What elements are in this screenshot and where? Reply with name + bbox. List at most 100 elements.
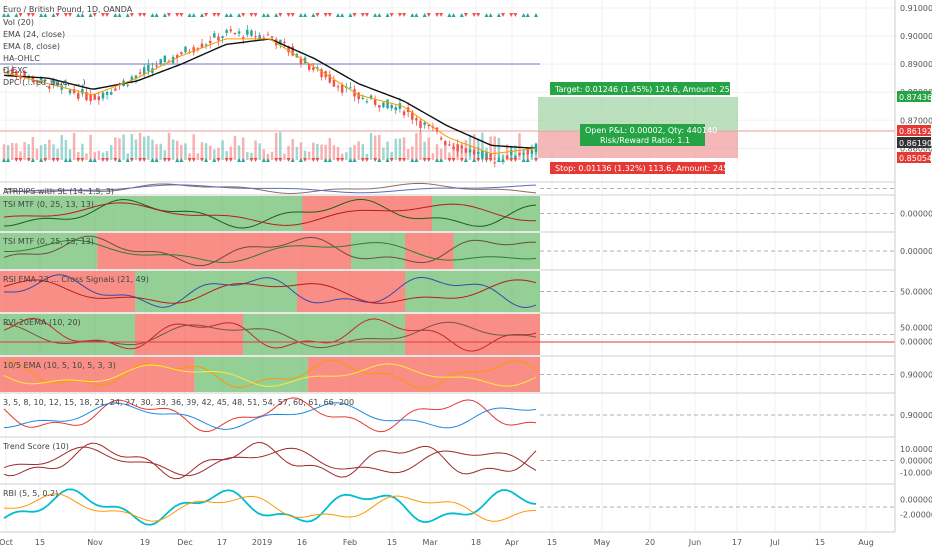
volume-bar xyxy=(316,143,319,160)
candle-body xyxy=(213,33,216,38)
candle-body xyxy=(419,120,422,128)
pane-zone xyxy=(0,271,135,312)
price-tag xyxy=(897,152,931,163)
volume-bar xyxy=(266,153,270,160)
arrow-up-icon xyxy=(88,13,93,17)
indicator-pane[interactable]: RSI EMA 23 ... Cross Signals (21, 49) xyxy=(0,269,895,312)
arrow-up-icon xyxy=(241,158,246,162)
candle-body xyxy=(307,64,311,70)
arrow-up-icon xyxy=(352,158,357,162)
time-axis[interactable]: Oct 15 Nov 19 Dec 17 2019 16 Feb 15 Mar 18 Apr 15 May 2… xyxy=(0,531,932,550)
price-tag-label: 0.86190 xyxy=(899,139,932,148)
indicator-pane[interactable]: 3, 5, 8, 10, 12, 15, 18, 21, 24, 27, 30,… xyxy=(0,392,895,433)
candle-body xyxy=(81,89,84,94)
time-tick-label: 17 xyxy=(732,538,742,547)
target-box[interactable] xyxy=(550,82,730,95)
candle-body xyxy=(394,107,398,111)
chart-title: Euro / British Pound, 1D, OANDA xyxy=(3,5,133,14)
arrow-up-icon xyxy=(117,158,122,162)
volume-bar xyxy=(114,137,117,160)
arrow-up-icon xyxy=(162,13,167,17)
indicator-pane[interactable]: 10/5 EMA (10, 5, 10, 5, 3, 3) xyxy=(0,355,895,392)
arrow-down-icon xyxy=(187,158,192,162)
price-axis[interactable]: 0.910000.900000.890000.880000.870000.860… xyxy=(894,0,932,532)
volume-bar xyxy=(291,139,294,160)
time-tick-label: Aug xyxy=(858,538,874,547)
candle-body xyxy=(373,99,377,105)
candle-body xyxy=(411,111,414,120)
indicator-pane[interactable]: TSI MTF (0, 25, 13, 13) xyxy=(0,194,895,231)
indicator-pane[interactable]: TSI MTF (0, 25, 13, 13) xyxy=(0,231,895,269)
candle-body xyxy=(386,99,389,109)
pane-zone xyxy=(118,196,303,231)
time-tick-label: 15 xyxy=(387,538,397,547)
arrow-down-icon xyxy=(513,158,518,162)
candle-body xyxy=(155,65,158,67)
indicator-ema8: EMA (8, close) xyxy=(3,42,60,51)
price-axis-bg xyxy=(895,0,932,532)
arrow-down-icon xyxy=(336,158,341,162)
arrow-down-icon xyxy=(315,13,320,17)
arrow-down-icon xyxy=(138,158,143,162)
volume-bar xyxy=(15,143,18,160)
candle-body xyxy=(233,33,237,35)
stop-box[interactable] xyxy=(550,162,725,174)
candle-body xyxy=(427,124,431,126)
indicator-pane[interactable]: ATRPIPS with SL (14, 1.5, 3) xyxy=(0,181,895,196)
pane-series-line xyxy=(3,239,537,263)
volume-bar xyxy=(332,145,336,160)
volume-bar xyxy=(419,132,422,160)
candle-body xyxy=(303,57,307,64)
arrow-down-icon xyxy=(463,13,468,17)
time-tick-label: Feb xyxy=(343,538,357,547)
candle-body xyxy=(349,87,352,89)
volume-bar xyxy=(97,150,101,160)
arrow-down-icon xyxy=(224,158,229,162)
arrow-down-icon xyxy=(113,158,118,162)
pane-series-line xyxy=(3,279,537,304)
arrow-down-icon xyxy=(439,13,444,17)
candle-body xyxy=(357,92,360,100)
arrow-down-icon xyxy=(166,158,171,162)
volume-bar xyxy=(151,139,154,160)
candle-body xyxy=(456,144,459,152)
pane-series-line xyxy=(3,493,537,522)
arrow-down-icon xyxy=(43,158,48,162)
arrow-up-icon xyxy=(340,13,345,17)
arrow-down-icon xyxy=(51,158,56,162)
arrow-down-icon xyxy=(191,158,196,162)
volume-bar xyxy=(52,144,55,160)
candle-body xyxy=(336,86,340,88)
price-tag xyxy=(897,137,931,148)
indicator-panes[interactable]: ATRPIPS with SL (14, 1.5, 3) TSI MTF (0, … xyxy=(0,181,895,526)
price-tick-label: 0.87000 xyxy=(900,116,932,125)
arrow-up-icon xyxy=(191,13,196,17)
pane-title: RVI-20EMA (10, 20) xyxy=(3,318,81,327)
indicator-pane[interactable]: Trend Score (10) xyxy=(0,436,895,480)
volume-bar xyxy=(167,132,171,160)
volume-bar xyxy=(262,149,266,160)
price-tag-label: 0.85054 xyxy=(899,154,932,163)
arrow-up-icon xyxy=(224,13,229,17)
volume-bar xyxy=(345,152,348,160)
candle-body xyxy=(452,146,455,149)
pane-axis-label: 50.00000 xyxy=(900,323,932,332)
indicator-pane[interactable]: RVI-20EMA (10, 20) xyxy=(0,312,895,355)
candle-body xyxy=(340,84,344,93)
time-tick-label: 17 xyxy=(217,538,227,547)
arrow-down-icon xyxy=(459,158,464,162)
candle-body xyxy=(365,101,369,103)
arrow-up-icon xyxy=(117,13,122,17)
arrow-down-icon xyxy=(373,158,378,162)
volume-bar xyxy=(435,144,439,160)
target-label: Target: 0.01246 (1.45%) 124.6, Amount: 2… xyxy=(554,85,763,94)
indicator-pane[interactable]: RBI (5, 5, 0.2) xyxy=(0,483,895,526)
arrow-down-icon xyxy=(352,13,357,17)
candle-body xyxy=(287,46,290,53)
open-pnl-box[interactable] xyxy=(580,124,705,146)
pane-zone xyxy=(243,233,351,269)
pane-axis-label: 50.00000 xyxy=(900,288,932,297)
candle-body xyxy=(15,70,18,77)
arrow-up-icon xyxy=(521,158,526,162)
